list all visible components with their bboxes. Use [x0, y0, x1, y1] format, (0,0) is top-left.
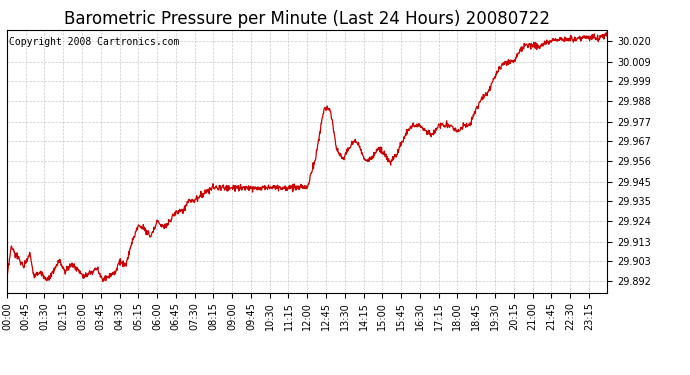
Title: Barometric Pressure per Minute (Last 24 Hours) 20080722: Barometric Pressure per Minute (Last 24 …: [64, 10, 550, 28]
Text: Copyright 2008 Cartronics.com: Copyright 2008 Cartronics.com: [9, 37, 179, 46]
